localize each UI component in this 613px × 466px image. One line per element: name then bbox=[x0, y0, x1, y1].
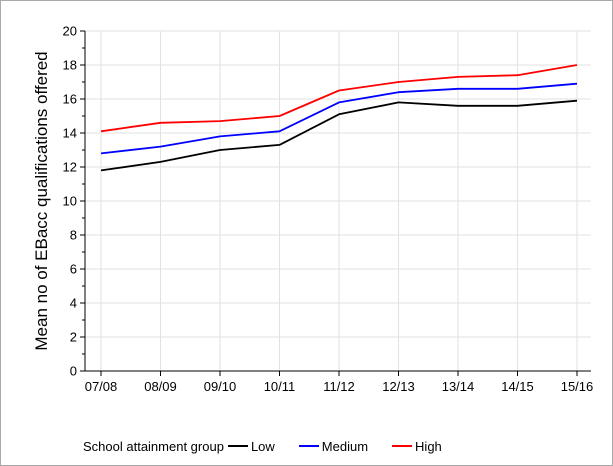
y-tick-label: 0 bbox=[70, 364, 77, 379]
y-axis-ticks: 0 2 4 6 8 10 12 14 16 18 20 bbox=[63, 24, 85, 379]
legend-label-medium: Medium bbox=[321, 438, 369, 454]
legend-label-high: High bbox=[415, 438, 442, 454]
legend-item-low: Low bbox=[227, 438, 275, 454]
y-tick-label: 8 bbox=[70, 228, 77, 243]
gridlines bbox=[85, 30, 591, 372]
y-tick-label: 18 bbox=[63, 58, 77, 73]
x-tick-label: 07/08 bbox=[85, 379, 118, 394]
y-tick-label: 14 bbox=[63, 126, 77, 141]
x-axis-ticks: 07/08 08/09 09/10 10/11 11/12 12/13 13/14 14/15… bbox=[85, 371, 594, 394]
legend-swatch-high bbox=[392, 445, 413, 447]
series-line-medium bbox=[100, 82, 578, 155]
x-tick-label: 14/15 bbox=[501, 379, 534, 394]
y-tick-label: 20 bbox=[63, 24, 77, 39]
series-line-high bbox=[100, 64, 578, 133]
y-axis-label: Mean no of EBacc qualifications offered bbox=[32, 51, 51, 350]
legend: School attainment group Low Medium High bbox=[83, 438, 442, 454]
x-tick-label: 13/14 bbox=[442, 379, 475, 394]
y-tick-label: 2 bbox=[70, 330, 77, 345]
y-tick-label: 6 bbox=[70, 262, 77, 277]
legend-item-high: High bbox=[392, 439, 442, 454]
y-tick-label: 4 bbox=[70, 296, 77, 311]
legend-title: School attainment group bbox=[83, 438, 224, 454]
y-tick-label: 12 bbox=[63, 160, 77, 175]
y-tick-label: 16 bbox=[63, 92, 77, 107]
x-tick-label: 08/09 bbox=[144, 379, 177, 394]
x-tick-label: 12/13 bbox=[382, 379, 415, 394]
line-chart: 0 2 4 6 8 10 12 14 16 18 20 07/08 08/09 09/10 10/11 11… bbox=[32, 24, 594, 395]
y-tick-label: 10 bbox=[63, 194, 77, 209]
x-tick-label: 09/10 bbox=[204, 379, 237, 394]
legend-label-low: Low bbox=[250, 438, 275, 454]
x-tick-label: 10/11 bbox=[264, 379, 296, 394]
legend-swatch-medium bbox=[298, 445, 319, 447]
x-tick-label: 15/16 bbox=[561, 379, 594, 394]
legend-item-medium: Medium bbox=[298, 438, 369, 454]
x-tick-label: 11/12 bbox=[323, 379, 355, 394]
series-lines bbox=[100, 64, 578, 172]
legend-swatch-low bbox=[227, 445, 248, 447]
series-line-low bbox=[100, 99, 578, 172]
